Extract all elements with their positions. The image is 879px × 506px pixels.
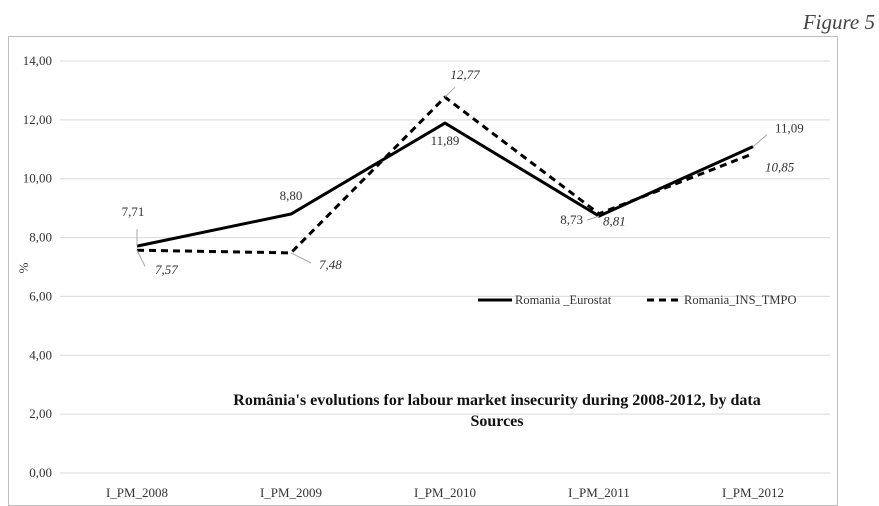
legend: Romania _Eurostat Romania_INS_TMPO — [478, 293, 797, 307]
x-tick-label: I_PM_2009 — [260, 485, 322, 500]
data-label: 10,85 — [765, 160, 795, 175]
gridlines — [60, 60, 830, 474]
x-tick-label: I_PM_2012 — [722, 485, 784, 500]
series-line-eurostat — [136, 121, 754, 248]
chart-title-line: Sources — [470, 413, 523, 430]
legend-label: Romania _Eurostat — [515, 293, 612, 307]
series-lines — [136, 95, 754, 255]
x-tick-label: I_PM_2008 — [106, 485, 168, 500]
data-label: 11,89 — [431, 133, 460, 148]
y-axis-label: % — [16, 262, 31, 273]
x-tick-label: I_PM_2010 — [414, 485, 476, 500]
x-axis-ticks: I_PM_2008 I_PM_2009 I_PM_2010 I_PM_2011 I_PM… — [106, 485, 784, 500]
data-label: 12,77 — [450, 67, 480, 82]
leader-line — [444, 86, 456, 98]
data-label: 7,48 — [319, 257, 342, 272]
data-label: 8,73 — [560, 212, 583, 227]
legend-label: Romania_INS_TMPO — [684, 293, 797, 307]
chart-title-line: România's evolutions for labour market i… — [233, 392, 760, 409]
chart-title: România's evolutions for labour market i… — [233, 392, 760, 430]
data-label: 7,71 — [122, 204, 145, 219]
y-tick-label: 6,00 — [29, 288, 52, 303]
series-line-ins-tmpo — [136, 95, 754, 255]
y-tick-label: 14,00 — [23, 53, 52, 68]
y-axis-ticks: 0,00 2,00 4,00 6,00 8,00 10,00 12,00 14,00 — [23, 53, 52, 480]
figure-label: Figure 5 — [802, 10, 875, 34]
y-tick-label: 2,00 — [29, 406, 52, 421]
leader-line — [290, 252, 312, 264]
data-label: 8,80 — [280, 188, 303, 203]
leader-line — [586, 215, 600, 221]
y-tick-label: 12,00 — [23, 112, 52, 127]
y-tick-label: 4,00 — [29, 347, 52, 362]
data-label: 11,09 — [775, 121, 804, 136]
data-label: 7,57 — [155, 262, 178, 277]
y-tick-label: 10,00 — [23, 171, 52, 186]
leader-line — [752, 134, 768, 148]
leader-line — [136, 250, 146, 267]
data-label: 8,81 — [603, 214, 626, 229]
x-tick-label: I_PM_2011 — [568, 485, 630, 500]
data-labels: 7,71 8,80 11,89 8,73 11,09 7,57 7,48 12,77 8,81 1… — [122, 67, 804, 277]
y-tick-label: 8,00 — [29, 230, 52, 245]
y-tick-label: 0,00 — [29, 465, 52, 480]
